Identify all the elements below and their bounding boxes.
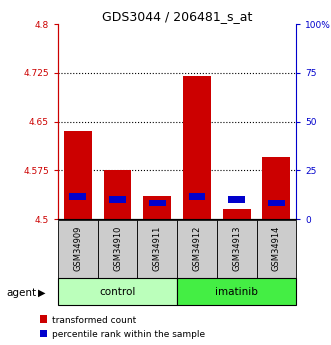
- Bar: [70, 193, 86, 199]
- Text: GSM34911: GSM34911: [153, 226, 162, 272]
- Bar: [98, 220, 137, 278]
- Text: percentile rank within the sample: percentile rank within the sample: [52, 331, 205, 339]
- Bar: [143, 196, 171, 219]
- Bar: [109, 196, 126, 203]
- Text: control: control: [99, 287, 136, 296]
- Bar: [183, 76, 211, 219]
- Bar: [64, 131, 92, 219]
- Bar: [223, 209, 251, 219]
- Text: GSM34913: GSM34913: [232, 226, 241, 272]
- Bar: [268, 199, 285, 206]
- Title: GDS3044 / 206481_s_at: GDS3044 / 206481_s_at: [102, 10, 252, 23]
- Bar: [177, 220, 217, 278]
- Text: GSM34909: GSM34909: [73, 226, 82, 272]
- Bar: [189, 193, 205, 199]
- Bar: [58, 278, 177, 305]
- Text: GSM34912: GSM34912: [192, 226, 202, 272]
- Bar: [257, 220, 296, 278]
- Bar: [149, 199, 166, 206]
- Bar: [217, 220, 257, 278]
- Bar: [58, 220, 98, 278]
- Text: ▶: ▶: [38, 288, 46, 297]
- Bar: [137, 220, 177, 278]
- Bar: [228, 196, 245, 203]
- Bar: [177, 278, 296, 305]
- Text: agent: agent: [7, 288, 37, 297]
- Text: transformed count: transformed count: [52, 316, 136, 325]
- Bar: [104, 170, 131, 219]
- Text: imatinib: imatinib: [215, 287, 258, 296]
- Bar: [262, 157, 290, 219]
- Text: GSM34914: GSM34914: [272, 226, 281, 272]
- Text: GSM34910: GSM34910: [113, 226, 122, 272]
